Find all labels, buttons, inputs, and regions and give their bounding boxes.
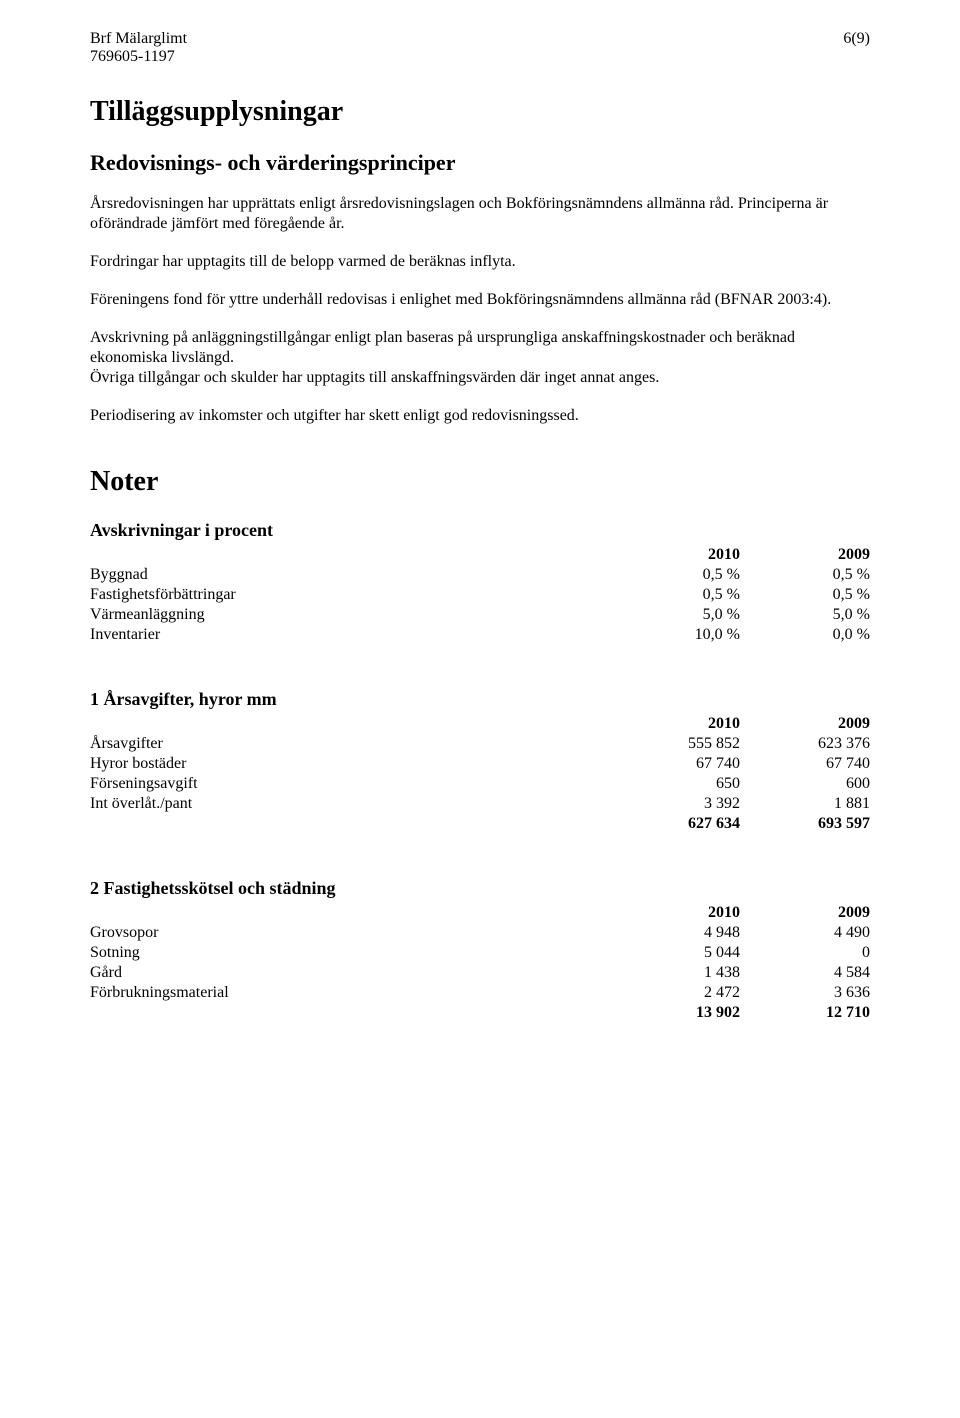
table-title: Avskrivningar i procent	[90, 520, 870, 541]
noter-heading: Noter	[90, 466, 870, 498]
row-label: Årsavgifter	[90, 734, 610, 754]
row-value: 5 044	[610, 943, 740, 963]
table-header-col2: 2009	[740, 714, 870, 734]
total-value: 13 902	[610, 1003, 740, 1023]
row-value: 600	[740, 774, 870, 794]
row-value: 3 636	[740, 983, 870, 1003]
row-value: 2 472	[610, 983, 740, 1003]
row-value: 5,0 %	[610, 605, 740, 625]
body-paragraph: Föreningens fond för yttre underhåll red…	[90, 290, 870, 310]
row-value: 0	[740, 943, 870, 963]
table-row: Sotning 5 044 0	[90, 943, 870, 963]
arsavgifter-table: 2010 2009 Årsavgifter 555 852 623 376 Hy…	[90, 714, 870, 834]
table-row: Gård 1 438 4 584	[90, 963, 870, 983]
table-row: Hyror bostäder 67 740 67 740	[90, 754, 870, 774]
row-value: 0,5 %	[610, 565, 740, 585]
header-left: Brf Mälarglimt 769605-1197	[90, 30, 187, 66]
org-name: Brf Mälarglimt	[90, 30, 187, 48]
table-title: 2 Fastighetsskötsel och städning	[90, 878, 870, 899]
row-label: Grovsopor	[90, 923, 610, 943]
table-header-col2: 2009	[740, 903, 870, 923]
row-value: 623 376	[740, 734, 870, 754]
row-value: 4 490	[740, 923, 870, 943]
table-title: 1 Årsavgifter, hyror mm	[90, 689, 870, 710]
table-header-row: 2010 2009	[90, 714, 870, 734]
row-label-empty	[90, 1003, 610, 1023]
body-paragraph: Övriga tillgångar och skulder har upptag…	[90, 368, 870, 388]
row-label-empty	[90, 814, 610, 834]
row-value: 650	[610, 774, 740, 794]
page-number: 6(9)	[843, 30, 870, 48]
page-title: Tilläggsupplysningar	[90, 96, 870, 128]
table-header-empty	[90, 545, 610, 565]
table-header-empty	[90, 714, 610, 734]
table-header-col2: 2009	[740, 545, 870, 565]
table-total-row: 627 634 693 597	[90, 814, 870, 834]
total-value: 693 597	[740, 814, 870, 834]
avskrivningar-table-block: Avskrivningar i procent 2010 2009 Byggna…	[90, 520, 870, 645]
row-value: 67 740	[610, 754, 740, 774]
section-heading: Redovisnings- och värderingsprinciper	[90, 150, 870, 176]
row-value: 10,0 %	[610, 625, 740, 645]
table-row: Inventarier 10,0 % 0,0 %	[90, 625, 870, 645]
row-value: 0,5 %	[740, 565, 870, 585]
row-value: 0,0 %	[740, 625, 870, 645]
row-value: 555 852	[610, 734, 740, 754]
table-row: Fastighetsförbättringar 0,5 % 0,5 %	[90, 585, 870, 605]
fastighet-table-block: 2 Fastighetsskötsel och städning 2010 20…	[90, 878, 870, 1023]
row-label: Hyror bostäder	[90, 754, 610, 774]
row-label: Int överlåt./pant	[90, 794, 610, 814]
total-value: 12 710	[740, 1003, 870, 1023]
row-value: 1 881	[740, 794, 870, 814]
row-label: Förbrukningsmaterial	[90, 983, 610, 1003]
table-row: Värmeanläggning 5,0 % 5,0 %	[90, 605, 870, 625]
table-row: Byggnad 0,5 % 0,5 %	[90, 565, 870, 585]
row-value: 1 438	[610, 963, 740, 983]
table-header-empty	[90, 903, 610, 923]
row-label: Värmeanläggning	[90, 605, 610, 625]
row-label: Fastighetsförbättringar	[90, 585, 610, 605]
row-value: 5,0 %	[740, 605, 870, 625]
table-row: Årsavgifter 555 852 623 376	[90, 734, 870, 754]
row-value: 3 392	[610, 794, 740, 814]
row-value: 0,5 %	[740, 585, 870, 605]
row-label: Förseningsavgift	[90, 774, 610, 794]
body-paragraph: Årsredovisningen har upprättats enligt å…	[90, 194, 870, 234]
table-row: Grovsopor 4 948 4 490	[90, 923, 870, 943]
row-value: 4 948	[610, 923, 740, 943]
table-row: Förseningsavgift 650 600	[90, 774, 870, 794]
row-label: Sotning	[90, 943, 610, 963]
table-header-col1: 2010	[610, 545, 740, 565]
table-header-row: 2010 2009	[90, 903, 870, 923]
row-label: Gård	[90, 963, 610, 983]
row-label: Inventarier	[90, 625, 610, 645]
row-value: 67 740	[740, 754, 870, 774]
table-total-row: 13 902 12 710	[90, 1003, 870, 1023]
org-number: 769605-1197	[90, 48, 187, 66]
table-row: Förbrukningsmaterial 2 472 3 636	[90, 983, 870, 1003]
body-paragraph: Avskrivning på anläggningstillgångar enl…	[90, 328, 870, 368]
page-header: Brf Mälarglimt 769605-1197 6(9)	[90, 30, 870, 66]
fastighet-table: 2010 2009 Grovsopor 4 948 4 490 Sotning …	[90, 903, 870, 1023]
body-paragraph: Fordringar har upptagits till de belopp …	[90, 252, 870, 272]
avskrivningar-table: 2010 2009 Byggnad 0,5 % 0,5 % Fastighets…	[90, 545, 870, 645]
table-row: Int överlåt./pant 3 392 1 881	[90, 794, 870, 814]
table-header-col1: 2010	[610, 714, 740, 734]
body-paragraph: Periodisering av inkomster och utgifter …	[90, 406, 870, 426]
row-value: 4 584	[740, 963, 870, 983]
table-header-col1: 2010	[610, 903, 740, 923]
arsavgifter-table-block: 1 Årsavgifter, hyror mm 2010 2009 Årsavg…	[90, 689, 870, 834]
total-value: 627 634	[610, 814, 740, 834]
row-label: Byggnad	[90, 565, 610, 585]
row-value: 0,5 %	[610, 585, 740, 605]
table-header-row: 2010 2009	[90, 545, 870, 565]
